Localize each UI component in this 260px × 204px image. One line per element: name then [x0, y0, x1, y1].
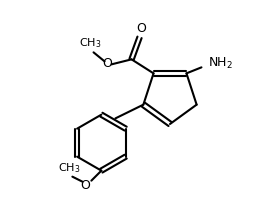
Text: CH$_3$: CH$_3$ — [58, 161, 81, 175]
Text: O: O — [103, 57, 113, 70]
Text: O: O — [80, 179, 90, 192]
Text: O: O — [136, 22, 146, 35]
Text: NH$_2$: NH$_2$ — [209, 56, 233, 71]
Text: CH$_3$: CH$_3$ — [79, 37, 102, 50]
